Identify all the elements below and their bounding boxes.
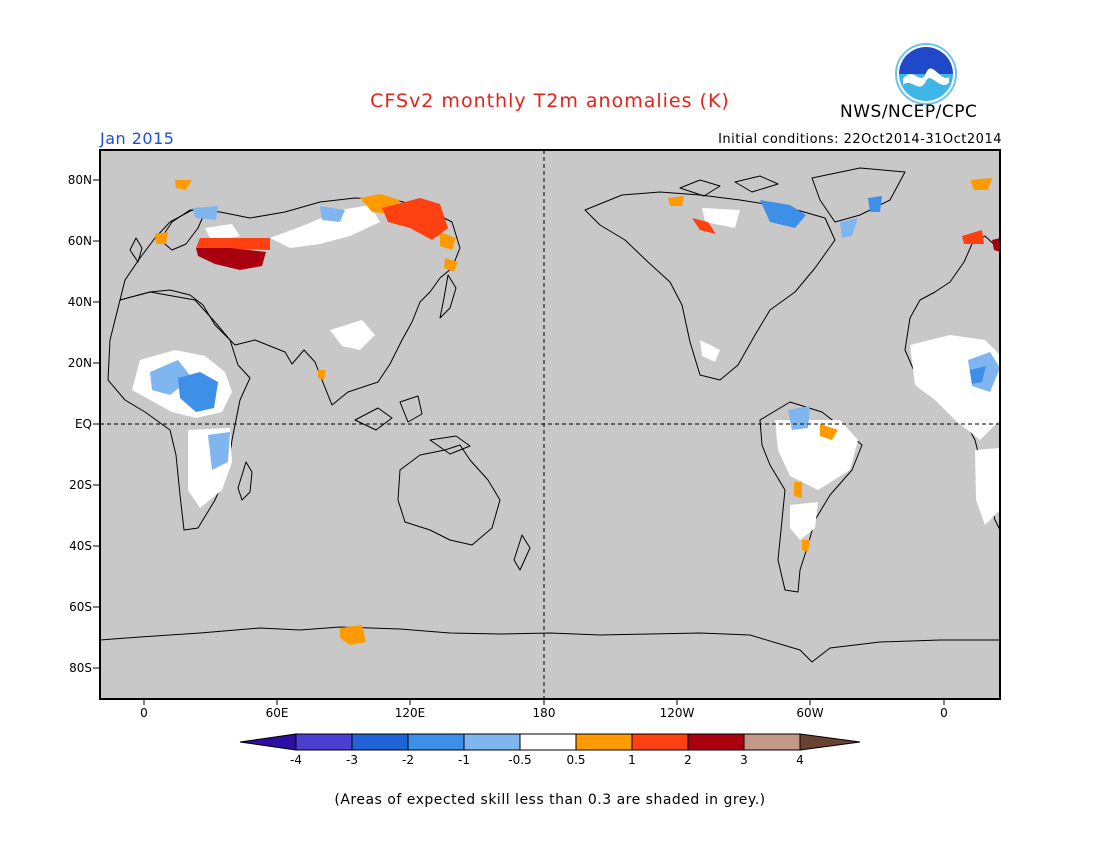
lon-label-0: 0 [140,706,148,720]
colorbar [239,733,861,751]
agency-label: NWS/NCEP/CPC [840,102,978,122]
initial-conditions: Initial conditions: 22Oct2014-31Oct2014 [718,132,1002,147]
lon-label-180: 180 [533,706,556,720]
forecast-period: Jan 2015 [100,129,175,148]
colorbar-tick: 0.5 [566,753,585,767]
skill-footnote: (Areas of expected skill less than 0.3 a… [334,792,766,808]
colorbar-segment [351,733,409,751]
map-title: CFSv2 monthly T2m anomalies (K) [370,90,730,112]
colorbar-segment [687,733,745,751]
colorbar-tick-labels: -4 -3 -2 -1 -0.5 0.5 1 2 3 4 [290,753,804,767]
lon-axis-labels: 0 60E 120E 180 120W 60W 0 [140,706,948,720]
lon-label-120e: 120E [395,706,426,720]
colorbar-tick: 4 [796,753,804,767]
lat-label-20s: 20S [69,478,92,492]
colorbar-segment [407,733,465,751]
colorbar-tick: -1 [458,753,470,767]
colorbar-segment [631,733,689,751]
lat-label-eq: EQ [75,417,92,431]
colorbar-tick: -2 [402,753,414,767]
colorbar-arrow-left [239,733,297,751]
lat-label-20n: 20N [68,356,92,370]
lat-axis-labels: 80N 60N 40N 20N EQ 20S 40S 60S 80S [68,173,92,675]
colorbar-tick: -4 [290,753,302,767]
lon-label-120w: 120W [660,706,695,720]
lon-label-0-right: 0 [940,706,948,720]
colorbar-tick: 3 [740,753,748,767]
lat-label-40s: 40S [69,539,92,553]
lat-label-80n: 80N [68,173,92,187]
colorbar-tick: 2 [684,753,692,767]
colorbar-segment [295,733,353,751]
colorbar-segment [519,733,577,751]
lat-label-60s: 60S [69,600,92,614]
colorbar-segment [463,733,521,751]
lat-label-40n: 40N [68,295,92,309]
lat-label-80s: 80S [69,661,92,675]
lat-label-60n: 60N [68,234,92,248]
colorbar-segment [575,733,633,751]
colorbar-tick: -3 [346,753,358,767]
lon-label-60e: 60E [266,706,289,720]
colorbar-segment [743,733,801,751]
lon-label-60w: 60W [796,706,823,720]
colorbar-arrow-right [799,733,861,751]
noaa-logo [895,43,957,105]
colorbar-tick: 1 [628,753,636,767]
anomaly-shading [132,178,1000,645]
colorbar-tick: -0.5 [508,753,531,767]
